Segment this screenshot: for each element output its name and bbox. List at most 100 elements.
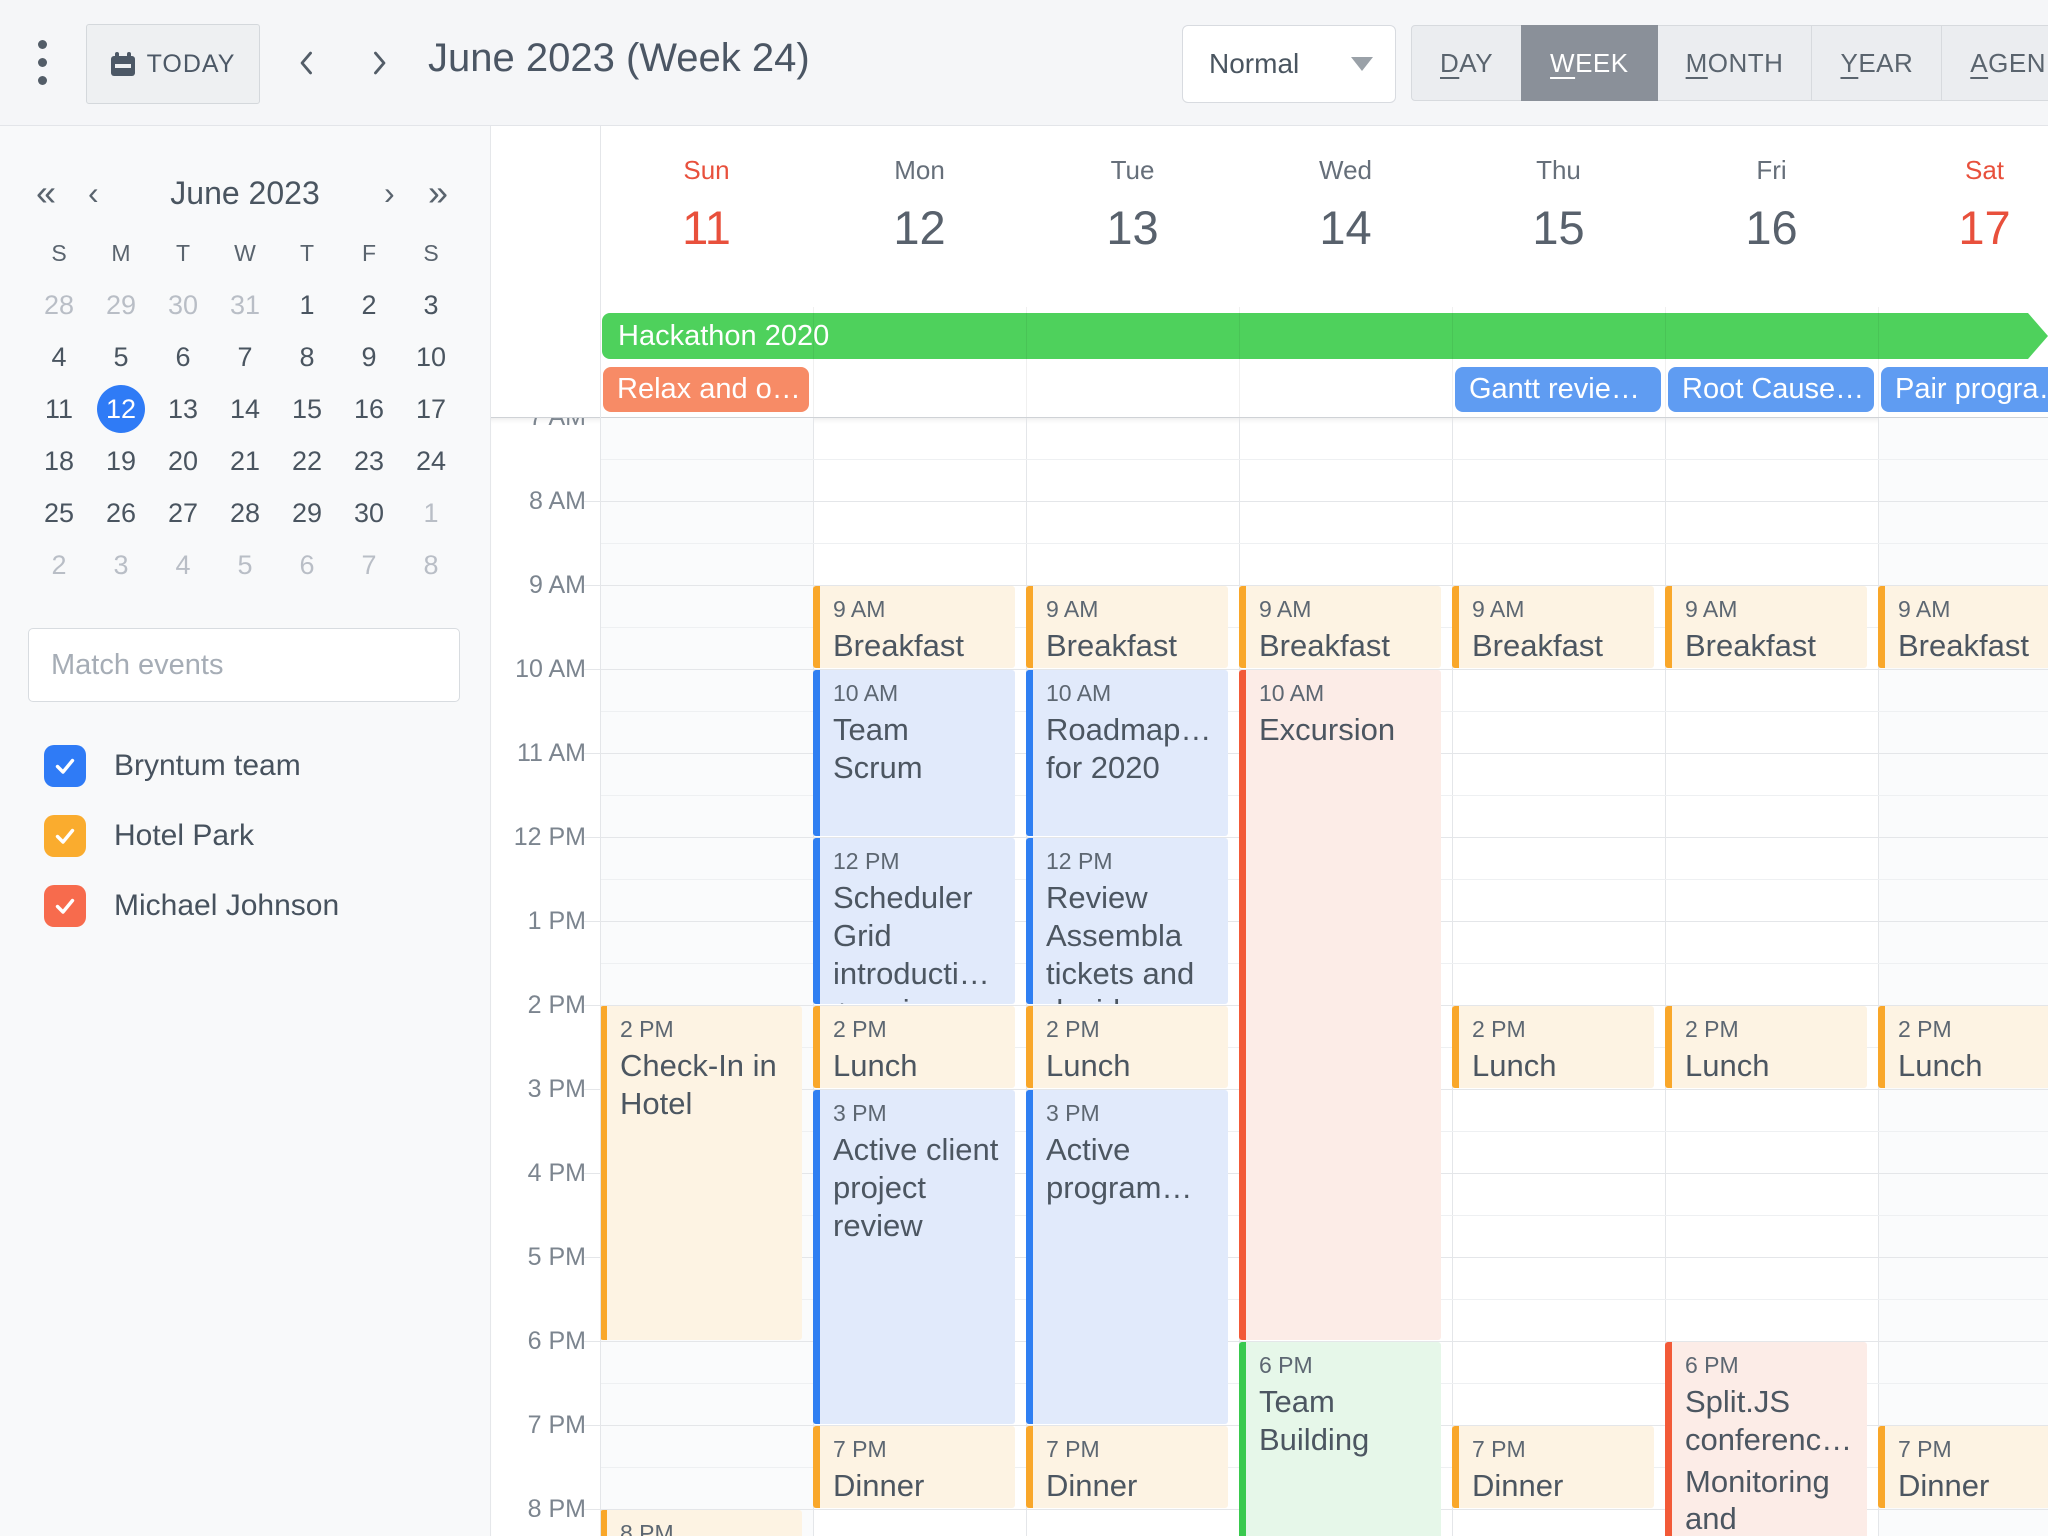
minical-date[interactable]: 25 (43, 497, 75, 528)
event[interactable]: 3 PM Active program… (1026, 1090, 1228, 1424)
minical-date[interactable]: 9 (361, 341, 377, 372)
search-input[interactable] (28, 628, 460, 702)
minical-date[interactable]: 22 (291, 445, 323, 476)
view-button-agenda[interactable]: AGENDA (1941, 25, 2048, 101)
day-header-sat[interactable]: Sat 17 (1878, 125, 2048, 303)
event[interactable]: 7 PM Dinner (1026, 1426, 1228, 1508)
minical-date[interactable]: 18 (43, 445, 75, 476)
minical-date[interactable]: 4 (51, 341, 67, 372)
minical-date[interactable]: 5 (237, 549, 253, 580)
day-header-thu[interactable]: Thu 15 (1452, 125, 1665, 303)
minical-date[interactable]: 1 (423, 497, 439, 528)
minical-date[interactable]: 30 (353, 497, 385, 528)
event[interactable]: 12 PM Scheduler Grid introducti… + review (813, 838, 1015, 1004)
event[interactable]: 10 AM Roadmap… for 2020 (1026, 670, 1228, 836)
minical-date[interactable]: 13 (167, 393, 199, 424)
minical-date[interactable]: 15 (291, 393, 323, 424)
event[interactable]: 2 PM Lunch (1026, 1006, 1228, 1088)
minical-date[interactable]: 3 (423, 289, 439, 320)
allday-event[interactable]: Relax and o… (603, 367, 809, 412)
minical-next-month-button[interactable]: › (384, 174, 395, 211)
event[interactable]: 8 PM (600, 1510, 802, 1536)
minical-date[interactable]: 8 (299, 341, 315, 372)
view-button-month[interactable]: M ONTH (1656, 25, 1813, 101)
event[interactable]: 2 PM Lunch (1452, 1006, 1654, 1088)
filter-checkbox[interactable] (44, 745, 86, 787)
minical-date[interactable]: 2 (361, 289, 377, 320)
event[interactable]: 9 AM Breakfast (1878, 586, 2048, 668)
event[interactable]: 9 AM Breakfast (1665, 586, 1867, 668)
view-button-day[interactable]: D AY (1411, 25, 1523, 101)
day-header-wed[interactable]: Wed 14 (1239, 125, 1452, 303)
minical-date[interactable]: 7 (237, 341, 253, 372)
minical-date[interactable]: 19 (105, 445, 137, 476)
minical-date[interactable]: 8 (423, 549, 439, 580)
prev-week-button[interactable] (284, 40, 330, 86)
menu-dots-icon[interactable] (30, 32, 54, 94)
allday-event[interactable]: Root Cause… (1668, 367, 1874, 412)
mode-select[interactable]: Normal (1182, 25, 1396, 103)
view-button-year[interactable]: Y EAR (1811, 25, 1943, 101)
minical-date[interactable]: 4 (175, 549, 191, 580)
minical-date[interactable]: 10 (415, 341, 447, 372)
event[interactable]: 2 PM Lunch (1665, 1006, 1867, 1088)
event[interactable]: 10 AM Team Scrum (813, 670, 1015, 836)
minical-date[interactable]: 6 (299, 549, 315, 580)
event[interactable]: 6 PM Split.JS conferenc…Monitoring and Re… (1665, 1342, 1867, 1536)
day-header-fri[interactable]: Fri 16 (1665, 125, 1878, 303)
event[interactable]: 7 PM Dinner (813, 1426, 1015, 1508)
minical-date[interactable]: 31 (229, 289, 261, 320)
allday-event[interactable]: Pair progra… (1881, 367, 2048, 412)
filter-checkbox[interactable] (44, 815, 86, 857)
minical-date[interactable]: 29 (105, 289, 137, 320)
event[interactable]: 12 PM Review Assembla tickets and decide (1026, 838, 1228, 1004)
event[interactable]: 2 PM Lunch (1878, 1006, 2048, 1088)
event[interactable]: 9 AM Breakfast (1452, 586, 1654, 668)
allday-spanning-event[interactable]: Hackathon 2020 (602, 313, 2048, 359)
minical-date[interactable]: 29 (291, 497, 323, 528)
minical-date[interactable]: 30 (167, 289, 199, 320)
minical-date[interactable]: 21 (229, 445, 261, 476)
allday-event[interactable]: Gantt revie… (1455, 367, 1661, 412)
event[interactable]: 6 PM Team Building (1239, 1342, 1441, 1536)
day-header-sun[interactable]: Sun 11 (600, 125, 813, 303)
minical-date[interactable]: 26 (105, 497, 137, 528)
event[interactable]: 7 PM Dinner (1452, 1426, 1654, 1508)
filter-item[interactable]: Bryntum team (44, 737, 301, 795)
event[interactable]: 9 AM Breakfast (1026, 586, 1228, 668)
minical-date[interactable]: 28 (229, 497, 261, 528)
minical-date[interactable]: 5 (113, 341, 129, 372)
minical-date[interactable]: 28 (43, 289, 75, 320)
day-header-mon[interactable]: Mon 12 (813, 125, 1026, 303)
minical-date[interactable]: 6 (175, 341, 191, 372)
next-week-button[interactable] (356, 40, 402, 86)
minical-date[interactable]: 2 (51, 549, 67, 580)
event[interactable]: 2 PM Lunch (813, 1006, 1015, 1088)
view-button-week[interactable]: W EEK (1521, 25, 1658, 101)
event[interactable]: 9 AM Breakfast (813, 586, 1015, 668)
minical-date[interactable]: 12 (90, 383, 152, 435)
day-column-thu[interactable] (1452, 418, 1665, 1536)
minical-date[interactable]: 20 (167, 445, 199, 476)
minical-date[interactable]: 14 (229, 393, 261, 424)
today-button[interactable]: TODAY (86, 24, 260, 104)
minical-next-year-button[interactable]: » (428, 172, 449, 213)
event[interactable]: 7 PM Dinner (1878, 1426, 2048, 1508)
filter-item[interactable]: Hotel Park (44, 807, 254, 865)
minical-prev-year-button[interactable]: « (36, 172, 57, 213)
minical-date[interactable]: 11 (44, 393, 74, 424)
filter-item[interactable]: Michael Johnson (44, 877, 339, 935)
day-header-tue[interactable]: Tue 13 (1026, 125, 1239, 303)
minical-date[interactable]: 24 (415, 445, 447, 476)
minical-date[interactable]: 16 (353, 393, 385, 424)
minical-date[interactable]: 1 (299, 289, 315, 320)
minical-date[interactable]: 17 (415, 393, 447, 424)
event[interactable]: 9 AM Breakfast (1239, 586, 1441, 668)
minical-date[interactable]: 3 (113, 549, 129, 580)
minical-date[interactable]: 7 (361, 549, 377, 580)
day-column-fri[interactable] (1665, 418, 1878, 1536)
event[interactable]: 10 AM Excursion (1239, 670, 1441, 1340)
minical-date[interactable]: 27 (167, 497, 199, 528)
minical-prev-month-button[interactable]: ‹ (88, 174, 99, 211)
minical-date[interactable]: 23 (353, 445, 385, 476)
